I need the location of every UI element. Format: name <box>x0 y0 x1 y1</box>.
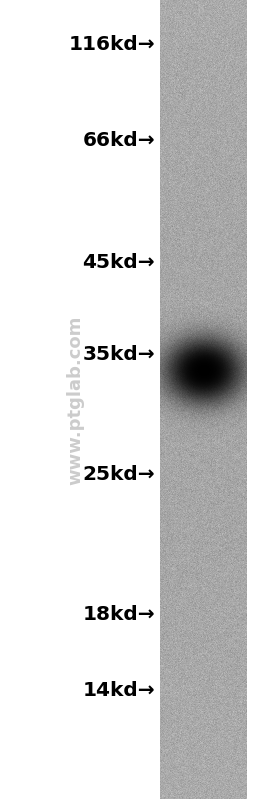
Text: 18kd→: 18kd→ <box>82 605 155 623</box>
Text: 66kd→: 66kd→ <box>82 130 155 149</box>
Text: 45kd→: 45kd→ <box>82 253 155 272</box>
Text: 35kd→: 35kd→ <box>82 344 155 364</box>
Text: 25kd→: 25kd→ <box>82 464 155 483</box>
Text: 14kd→: 14kd→ <box>82 681 155 699</box>
Text: www.ptglab.com: www.ptglab.com <box>66 316 84 485</box>
Text: 116kd→: 116kd→ <box>68 34 155 54</box>
